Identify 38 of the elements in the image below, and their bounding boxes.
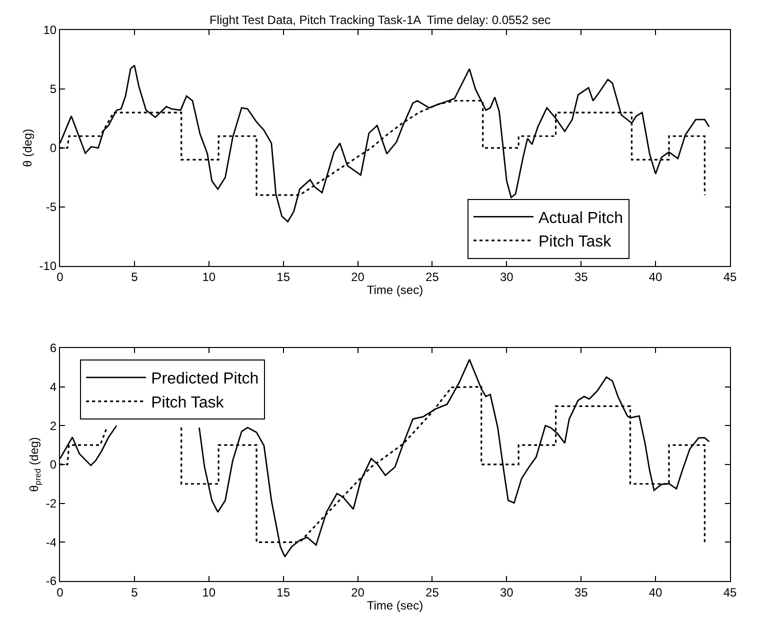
x-tick-label: 30: [500, 585, 514, 600]
y-tick-label: -5: [46, 200, 57, 214]
y-tick-label: -10: [39, 259, 57, 274]
chart-title: Flight Test Data, Pitch Tracking Task-1A Time delay: 0.0552 sec: [209, 13, 551, 28]
y-tick-label: 0: [50, 458, 57, 472]
y-tick-label: 0: [50, 141, 57, 156]
x-tick-label: 5: [131, 585, 138, 600]
y-tick-label: 6: [50, 341, 57, 356]
y-axis-title: θ (deg): [20, 128, 35, 167]
x-tick-label: 25: [426, 585, 440, 600]
y-tick-label: -6: [46, 574, 57, 588]
x-tick-label: 40: [648, 585, 663, 600]
x-tick-label: 15: [276, 270, 290, 284]
x-tick-label: 20: [351, 270, 365, 284]
y-tick-label: -4: [46, 535, 57, 550]
x-axis-title: Time (sec): [366, 283, 424, 298]
x-tick-label: 30: [500, 270, 514, 284]
y-tick-label: 10: [43, 23, 57, 38]
x-tick-label: 15: [276, 585, 290, 600]
legend-label: Pitch Task: [151, 394, 225, 412]
x-tick-label: 10: [202, 270, 216, 284]
x-tick-label: 25: [426, 270, 440, 284]
y-tick-label: 4: [50, 380, 57, 394]
x-tick-label: 35: [574, 585, 588, 600]
x-tick-label: 45: [723, 270, 737, 284]
legend-label: Predicted Pitch: [151, 370, 259, 388]
x-tick-label: 40: [648, 270, 663, 284]
x-tick-label: 20: [351, 585, 365, 600]
x-tick-label: 35: [574, 270, 588, 284]
x-tick-label: 10: [202, 585, 216, 600]
y-tick-label: 2: [50, 418, 57, 433]
legend-label: Actual Pitch: [538, 210, 623, 227]
y-tick-label: 5: [50, 82, 57, 96]
legend-label: Pitch Task: [538, 234, 612, 251]
x-tick-label: 5: [131, 270, 138, 284]
y-tick-label: -2: [46, 496, 57, 511]
x-axis-title: Time (sec): [366, 598, 424, 612]
x-tick-label: 45: [723, 585, 737, 600]
